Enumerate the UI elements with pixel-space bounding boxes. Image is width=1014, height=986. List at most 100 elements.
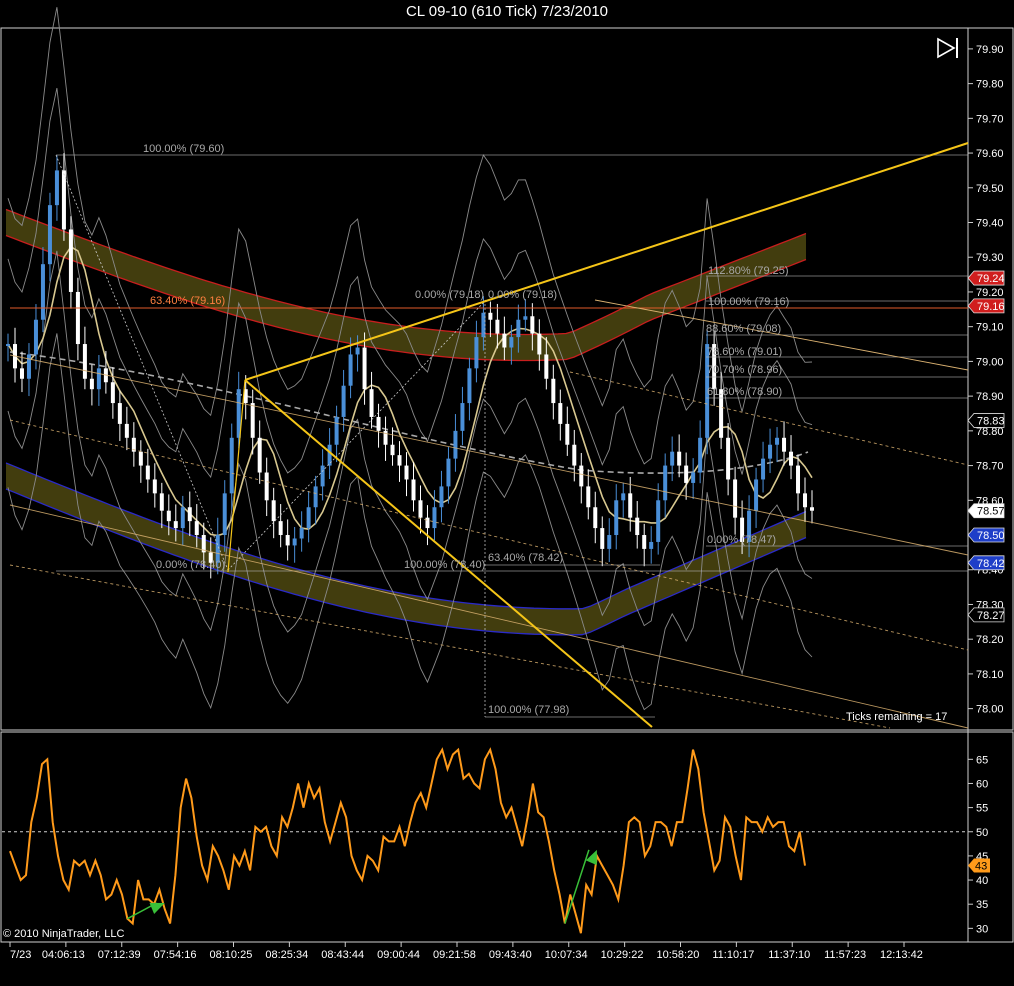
candle-body	[733, 479, 738, 518]
candle-body	[593, 507, 598, 529]
candle-body	[369, 389, 374, 417]
candle-body	[782, 437, 787, 452]
price-axis-label: 79.00	[976, 356, 1004, 368]
lower-band-bottom-line	[5, 488, 807, 636]
candle-body	[117, 403, 122, 424]
candle-body	[299, 528, 304, 539]
price-badge-label: 79.24	[977, 273, 1005, 285]
candle-body	[96, 368, 101, 390]
fib-label: 70.70% (78.96)	[707, 364, 782, 376]
candle-body	[712, 344, 717, 390]
pitchfork-leg	[227, 379, 246, 573]
fib-label: 112.80% (79.25)	[708, 265, 789, 277]
candle-body	[250, 403, 255, 438]
price-badge	[967, 270, 1005, 286]
fib-label: 0.00% (78.47)	[707, 534, 776, 546]
upper-band-top-line	[5, 208, 807, 336]
candle-body	[579, 465, 584, 487]
candle-body	[425, 517, 430, 529]
candle-body	[600, 528, 605, 549]
candle-body	[320, 465, 325, 487]
price-axis-label: 79.30	[976, 252, 1004, 264]
candle-body	[404, 465, 409, 480]
price-badge	[967, 527, 1005, 543]
candle-body	[40, 264, 45, 320]
candle-body	[684, 465, 689, 483]
candle-body	[180, 507, 185, 529]
time-axis-label: 10:07:34	[545, 949, 588, 961]
fib-label: 100.00% (77.98)	[488, 704, 569, 716]
channel-line	[9, 354, 969, 556]
candle-body	[383, 430, 388, 445]
price-axis-label: 78.70	[976, 461, 1004, 473]
candle-body	[362, 347, 367, 390]
price-axis-label: 78.10	[976, 669, 1004, 681]
candle-body	[334, 416, 339, 445]
oscillator-panel-frame	[0, 731, 1014, 943]
candle-body	[47, 205, 52, 265]
candle-body	[145, 465, 150, 480]
candle-body	[201, 535, 206, 553]
fib-label: 63.40% (79.16)	[150, 295, 225, 307]
candle-body	[257, 437, 262, 473]
envelope-line	[7, 88, 813, 479]
time-axis-label: 10:58:20	[657, 949, 700, 961]
upper-band-fill	[6, 209, 806, 361]
time-axis-label: 12:13:42	[880, 949, 923, 961]
ticks-remaining: Ticks remaining = 17	[846, 711, 947, 723]
candle-body	[796, 465, 801, 494]
oscillator-axis-label: 55	[976, 803, 988, 815]
pitchfork-lower-line	[244, 379, 653, 728]
candle-body	[306, 507, 311, 529]
candle-body	[26, 354, 31, 379]
oscillator-axis-label: 35	[976, 899, 988, 911]
oscillator-axis-label: 60	[976, 778, 988, 790]
time-axis-label: 09:43:40	[489, 949, 532, 961]
candle-body	[516, 319, 521, 338]
price-badge	[967, 503, 1005, 519]
price-axis-label: 79.10	[976, 322, 1004, 334]
price-badge-label: 78.83	[977, 415, 1005, 427]
candle-body	[789, 451, 794, 466]
time-axis-label: 04:06:13	[42, 949, 85, 961]
candle-body	[285, 535, 290, 546]
candle-body	[635, 517, 640, 536]
play-to-end-icon[interactable]	[937, 37, 958, 59]
candle-body	[292, 538, 297, 546]
time-axis-label: 09:00:44	[377, 949, 420, 961]
candle-body	[397, 455, 402, 466]
price-axis-label: 79.60	[976, 148, 1004, 160]
price-badge-label: 78.50	[977, 530, 1005, 542]
time-axis-label: 07:54:16	[154, 949, 197, 961]
price-panel-frame	[0, 27, 1014, 731]
price-badge-label: 78.57	[977, 506, 1005, 518]
pitchfork-upper-line	[244, 142, 969, 381]
price-badge	[967, 413, 1005, 428]
time-axis-label: 7/23	[10, 949, 31, 961]
candle-body	[222, 493, 227, 536]
candle-body	[19, 368, 24, 379]
time-axis-label: 07:12:39	[98, 949, 141, 961]
divergence-arrow-head	[585, 849, 597, 866]
oscillator-axis-label: 30	[976, 923, 988, 935]
candle-body	[656, 500, 661, 542]
candle-body	[530, 316, 535, 334]
price-axis-label: 79.70	[976, 113, 1004, 125]
channel-line	[9, 564, 891, 729]
candle-body	[418, 500, 423, 518]
lower-band-fill	[6, 463, 806, 635]
price-axis-label: 78.20	[976, 634, 1004, 646]
candle-body	[68, 229, 73, 292]
candle-body	[565, 423, 570, 445]
candle-body	[33, 319, 38, 355]
copyright-text: © 2010 NinjaTrader, LLC	[3, 928, 124, 940]
candle-body	[264, 472, 269, 501]
candle-body	[509, 337, 514, 348]
candle-body	[642, 535, 647, 549]
oscillator-axis-label: 65	[976, 754, 988, 766]
candle-body	[446, 458, 451, 487]
oscillator-last-value-label: 43	[975, 861, 987, 873]
candle-body	[124, 423, 129, 438]
candle-body	[173, 521, 178, 529]
